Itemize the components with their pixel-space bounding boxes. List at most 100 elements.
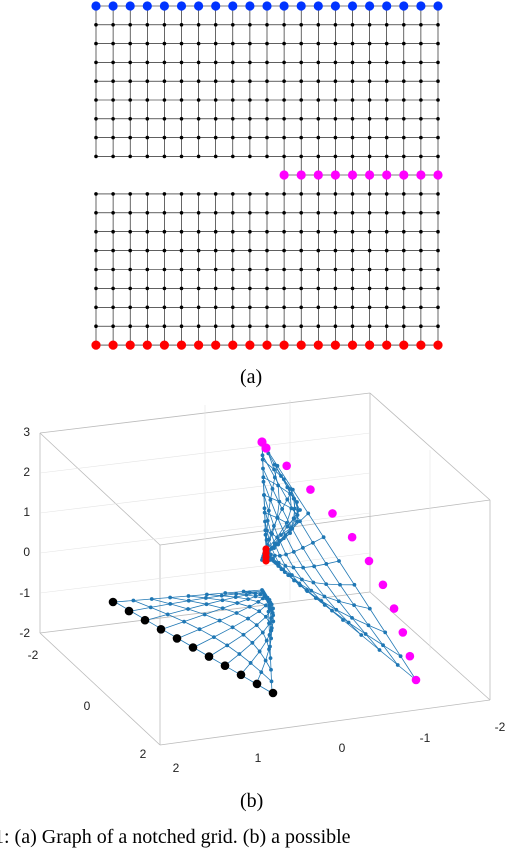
grid-node (248, 287, 252, 291)
mesh-node (269, 668, 273, 672)
mesh-node (276, 484, 280, 488)
grid-node (436, 155, 440, 159)
grid-node (282, 230, 286, 234)
grid-node (265, 117, 269, 121)
mesh-node (265, 639, 269, 643)
grid-node (128, 211, 132, 215)
grid-node (228, 341, 237, 350)
mesh-node (235, 611, 239, 615)
grid-node (314, 341, 323, 350)
grid-node (180, 155, 184, 159)
grid-node (351, 155, 355, 159)
grid-node (317, 117, 321, 121)
mesh-node (271, 611, 275, 615)
grid-node (146, 23, 150, 27)
mesh-node (296, 513, 300, 517)
grid-node (163, 79, 167, 83)
mesh-node (350, 616, 354, 620)
grid-node (128, 230, 132, 234)
z-tick-label: 2 (23, 465, 30, 479)
mesh-edge (294, 552, 303, 568)
mesh-node (337, 599, 341, 603)
grid-node (214, 98, 218, 102)
grid-node (180, 306, 184, 310)
mesh-node (268, 633, 272, 637)
grid-node (265, 249, 269, 253)
grid-node (214, 287, 218, 291)
mesh-node (383, 631, 387, 635)
grid-node (317, 42, 321, 46)
grid-node (282, 155, 286, 159)
grid-node (197, 42, 201, 46)
grid-node (334, 117, 338, 121)
magenta-boundary-node (379, 581, 388, 590)
mesh-node (289, 487, 293, 491)
mesh-node (218, 619, 222, 623)
mesh-node (271, 619, 275, 623)
grid-node (402, 211, 406, 215)
grid-node (231, 23, 235, 27)
mesh-node (322, 535, 326, 539)
grid-node (180, 211, 184, 215)
grid-node (245, 341, 254, 350)
grid-node (365, 341, 374, 350)
mesh-edge (227, 645, 239, 654)
grid-node (214, 61, 218, 65)
mesh-edge (326, 561, 339, 564)
grid-node (334, 136, 338, 140)
grid-node (299, 230, 303, 234)
mesh-node (311, 581, 315, 585)
grid-node (402, 98, 406, 102)
grid-node (282, 79, 286, 83)
mesh-node (237, 652, 241, 656)
grid-node (282, 98, 286, 102)
grid-node (94, 230, 98, 234)
mesh-edge (170, 604, 188, 609)
grid-node (334, 23, 338, 27)
grid-node (91, 1, 100, 10)
grid-node (146, 155, 150, 159)
grid-node (231, 155, 235, 159)
grid-node (163, 42, 167, 46)
grid-node (94, 155, 98, 159)
grid-node (368, 306, 372, 310)
grid-node (317, 324, 321, 328)
grid-node (351, 211, 355, 215)
grid-node (94, 249, 98, 253)
x-tick-label: 0 (339, 741, 346, 755)
mesh-node (324, 582, 328, 586)
grid-node (180, 287, 184, 291)
grid-node (416, 170, 425, 179)
grid-node (299, 79, 303, 83)
grid-node (351, 192, 355, 196)
grid-node (299, 268, 303, 272)
grid-node (436, 306, 440, 310)
mesh-node (264, 604, 268, 608)
grid-node (231, 249, 235, 253)
mesh-node (292, 517, 296, 521)
mesh-node (278, 554, 282, 558)
grid-node (382, 170, 391, 179)
grid-node (402, 324, 406, 328)
grid-node (265, 42, 269, 46)
grid-node (402, 192, 406, 196)
grid-node (128, 117, 132, 121)
mesh-node (261, 458, 265, 462)
grid-node (111, 268, 115, 272)
grid-node (385, 61, 389, 65)
grid-node (282, 117, 286, 121)
mesh-node (271, 607, 275, 611)
grid-node (265, 324, 269, 328)
grid-node (180, 61, 184, 65)
mesh-edge (133, 601, 150, 608)
mesh-edge (314, 566, 326, 584)
z-tick-label: -2 (19, 626, 30, 640)
grid-node (248, 192, 252, 196)
grid-node (163, 23, 167, 27)
grid-node (231, 79, 235, 83)
grid-node (94, 79, 98, 83)
black-boundary-node (109, 598, 118, 607)
grid-node (163, 230, 167, 234)
grid-node (385, 324, 389, 328)
grid-node (163, 192, 167, 196)
